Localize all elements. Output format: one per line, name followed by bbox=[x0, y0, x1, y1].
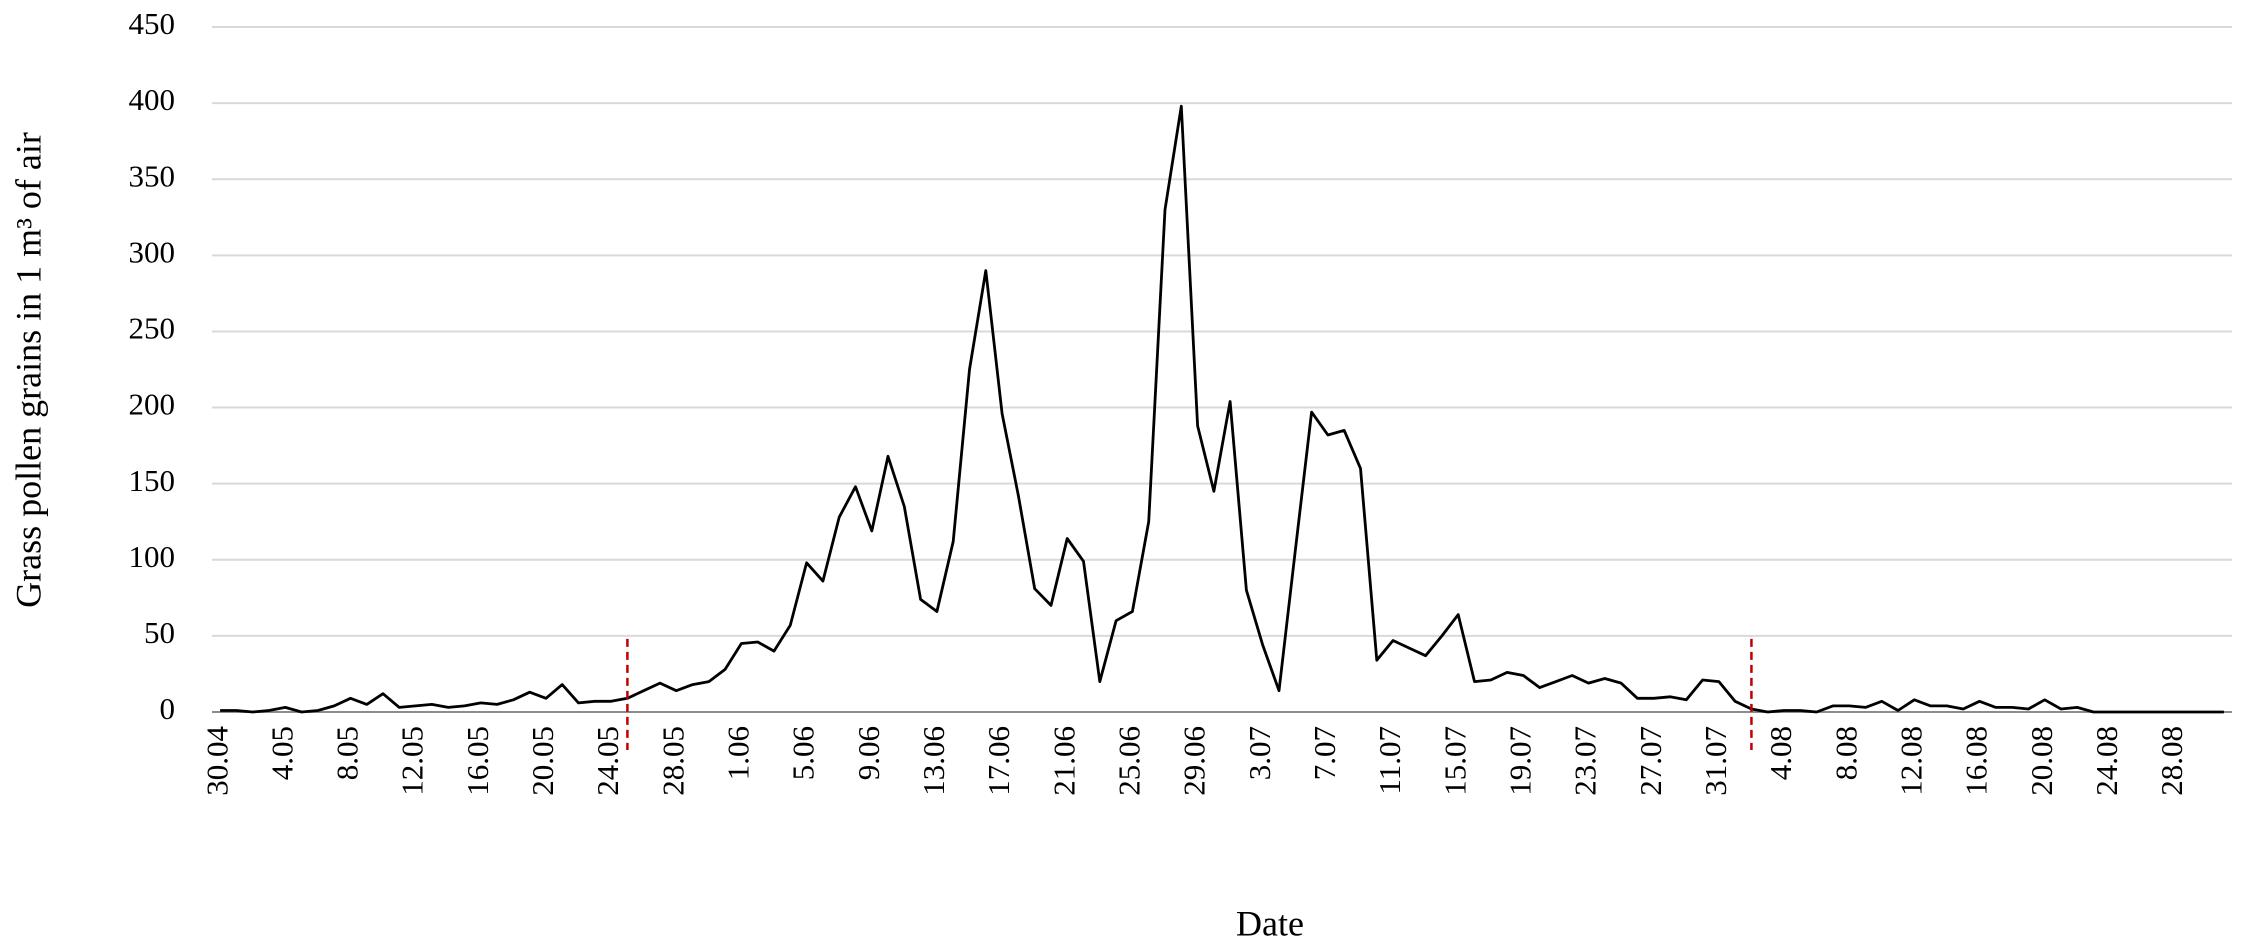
x-tick-label: 19.07 bbox=[1502, 726, 1537, 796]
x-tick-label: 5.06 bbox=[786, 726, 821, 780]
x-tick-label: 28.08 bbox=[2154, 726, 2189, 796]
x-tick-label: 15.07 bbox=[1437, 726, 1472, 796]
y-tick-label: 150 bbox=[129, 463, 176, 498]
y-tick-label: 350 bbox=[129, 158, 176, 193]
x-tick-label: 20.08 bbox=[2024, 726, 2059, 796]
y-tick-label: 100 bbox=[129, 539, 176, 574]
x-tick-label: 23.07 bbox=[1568, 726, 1603, 796]
y-tick-label: 300 bbox=[129, 234, 176, 269]
x-tick-label: 28.05 bbox=[655, 726, 690, 796]
x-tick-label: 16.05 bbox=[460, 726, 495, 796]
data-line bbox=[220, 104, 2224, 714]
y-axis-label: Grass pollen grains in 1 m³ of air bbox=[8, 132, 48, 608]
x-tick-label: 12.05 bbox=[395, 726, 430, 796]
x-tick-label: 4.05 bbox=[264, 726, 299, 780]
x-tick-label: 8.08 bbox=[1828, 726, 1863, 780]
x-tick-label: 24.08 bbox=[2089, 726, 2124, 796]
x-tick-label: 4.08 bbox=[1763, 726, 1798, 780]
x-tick-label: 25.06 bbox=[1112, 726, 1147, 796]
x-tick-label: 31.07 bbox=[1698, 726, 1733, 796]
y-tick-label: 450 bbox=[129, 6, 176, 41]
x-tick-label: 9.06 bbox=[851, 726, 886, 780]
x-tick-label: 16.08 bbox=[1959, 726, 1994, 796]
y-tick-label: 200 bbox=[129, 387, 176, 422]
x-tick-label: 24.05 bbox=[590, 726, 625, 796]
x-tick-label: 13.06 bbox=[916, 726, 951, 796]
x-tick-label: 8.05 bbox=[330, 726, 365, 780]
x-tick-label: 30.04 bbox=[199, 726, 234, 796]
y-tick-label: 0 bbox=[160, 691, 176, 726]
x-axis-label: Date bbox=[1236, 903, 1304, 943]
x-tick-label: 7.07 bbox=[1307, 726, 1342, 780]
x-tick-label: 3.07 bbox=[1242, 726, 1277, 780]
y-tick-label: 50 bbox=[144, 615, 175, 650]
x-tick-label: 11.07 bbox=[1372, 726, 1407, 795]
y-tick-label: 250 bbox=[129, 311, 176, 346]
y-tick-label: 400 bbox=[129, 82, 176, 117]
x-tick-label: 29.06 bbox=[1177, 726, 1212, 796]
x-tick-label: 27.07 bbox=[1633, 726, 1668, 796]
x-tick-label: 20.05 bbox=[525, 726, 560, 796]
x-tick-label: 17.06 bbox=[981, 726, 1016, 796]
x-tick-label: 12.08 bbox=[1893, 726, 1928, 796]
x-tick-label: 21.06 bbox=[1046, 726, 1081, 796]
x-tick-label: 1.06 bbox=[721, 726, 756, 780]
